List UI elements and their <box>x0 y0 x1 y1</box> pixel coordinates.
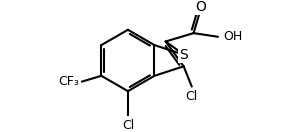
Text: Cl: Cl <box>122 119 134 132</box>
Text: Cl: Cl <box>186 90 198 103</box>
Text: O: O <box>195 0 206 14</box>
Text: OH: OH <box>223 30 243 43</box>
Text: CF₃: CF₃ <box>59 75 80 88</box>
Text: S: S <box>179 48 188 62</box>
